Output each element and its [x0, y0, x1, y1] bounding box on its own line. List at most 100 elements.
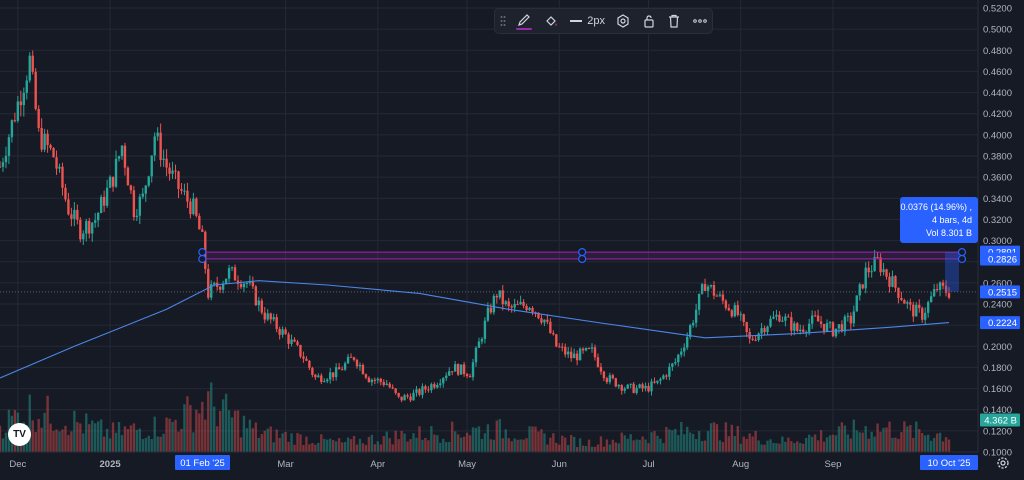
fill-bucket-button[interactable]: [537, 8, 565, 34]
candle-body: [55, 157, 58, 169]
volume-bar: [210, 382, 213, 452]
volume-bar: [745, 438, 748, 452]
candle-body: [275, 317, 278, 329]
volume-bar: [281, 433, 284, 452]
volume-bar: [94, 423, 97, 452]
volume-bar: [418, 426, 421, 452]
volume-bar: [82, 433, 85, 452]
volume-bar: [451, 421, 454, 452]
candle-body: [825, 323, 829, 332]
candle-body: [546, 319, 549, 322]
candle-body: [180, 189, 183, 191]
candle-body: [706, 286, 710, 291]
volume-bar: [700, 441, 704, 452]
candle-body: [822, 323, 826, 332]
volume-bar: [909, 424, 912, 452]
volume-bar: [343, 441, 347, 452]
measure-range: [945, 252, 959, 292]
volume-bar: [641, 436, 644, 452]
volume-bar: [91, 420, 94, 452]
y-tick-label: 0.4400: [983, 88, 1012, 99]
drag-handle-icon[interactable]: [495, 8, 511, 34]
candle-body: [516, 304, 519, 306]
candle-body: [254, 286, 258, 306]
volume-bar: [349, 439, 353, 452]
candle-body: [641, 384, 644, 389]
candle-body: [555, 334, 558, 347]
volume-bar: [799, 442, 802, 452]
pencil-color-button[interactable]: [511, 8, 537, 34]
candle-body: [665, 375, 668, 377]
volume-bar: [406, 441, 409, 452]
candle-body: [406, 395, 409, 397]
candle-body: [28, 55, 31, 81]
line-width-button[interactable]: 2px: [564, 8, 610, 34]
volume-bar: [929, 440, 933, 452]
candle-body: [379, 378, 382, 382]
candle-body: [587, 347, 591, 349]
chart-settings-button[interactable]: [992, 454, 1014, 472]
candle-body: [602, 371, 606, 379]
x-tick-label: Apr: [370, 459, 385, 470]
settings-button[interactable]: [610, 8, 636, 34]
candle-body: [840, 324, 844, 332]
zone-handle: [578, 247, 587, 257]
candle-body: [308, 360, 311, 368]
volume-bar: [810, 436, 814, 452]
candle-body: [647, 385, 650, 392]
volume-bar: [195, 409, 198, 452]
volume-bar: [935, 433, 939, 452]
volume-bar: [162, 433, 165, 452]
candle-body: [403, 395, 406, 401]
volume-bar: [796, 441, 799, 452]
candle-body: [358, 364, 362, 367]
gear-icon: [997, 457, 1009, 469]
candle-body: [926, 302, 930, 313]
lock-button[interactable]: [636, 8, 662, 34]
candle-body: [867, 267, 870, 273]
candle-body: [572, 353, 576, 359]
volume-bar: [602, 446, 606, 452]
trash-button[interactable]: [661, 8, 687, 34]
volume-bar: [58, 431, 61, 452]
x-tick-label: Dec: [9, 459, 26, 470]
volume-bar: [694, 439, 698, 452]
y-tick-label: 0.3800: [983, 152, 1012, 163]
candle-body: [534, 312, 537, 314]
volume-bar: [635, 439, 638, 452]
volume-bar: [733, 435, 736, 452]
candle-body: [96, 213, 100, 221]
candle-body: [834, 328, 838, 337]
candle-body: [430, 384, 433, 391]
volume-bar: [242, 415, 246, 452]
volume-bar: [885, 427, 888, 452]
candle-body: [897, 287, 900, 298]
volume-bar: [108, 438, 112, 452]
line-width-icon: [570, 20, 583, 22]
volume-bar: [522, 439, 525, 452]
candle-body: [346, 356, 350, 364]
volume-bar: [367, 436, 371, 452]
more-button[interactable]: [687, 8, 712, 34]
volume-bar: [822, 441, 826, 452]
candle-body: [141, 193, 144, 197]
candle-body: [290, 339, 293, 344]
candle-body: [132, 190, 136, 218]
candle-body: [805, 331, 808, 333]
volume-bar: [287, 441, 290, 452]
candle-body: [317, 375, 320, 378]
volume-bar: [644, 439, 647, 452]
candle-body: [924, 312, 927, 320]
candle-body: [736, 305, 739, 315]
candle-body: [906, 302, 909, 304]
volume-bar: [227, 410, 231, 452]
volume-bar: [308, 444, 311, 452]
volume-bar: [192, 432, 195, 452]
volume-bar: [102, 436, 106, 452]
volume-bar: [177, 431, 180, 452]
volume-bar: [28, 394, 31, 452]
candle-body: [885, 269, 888, 277]
candle-body: [433, 384, 436, 388]
